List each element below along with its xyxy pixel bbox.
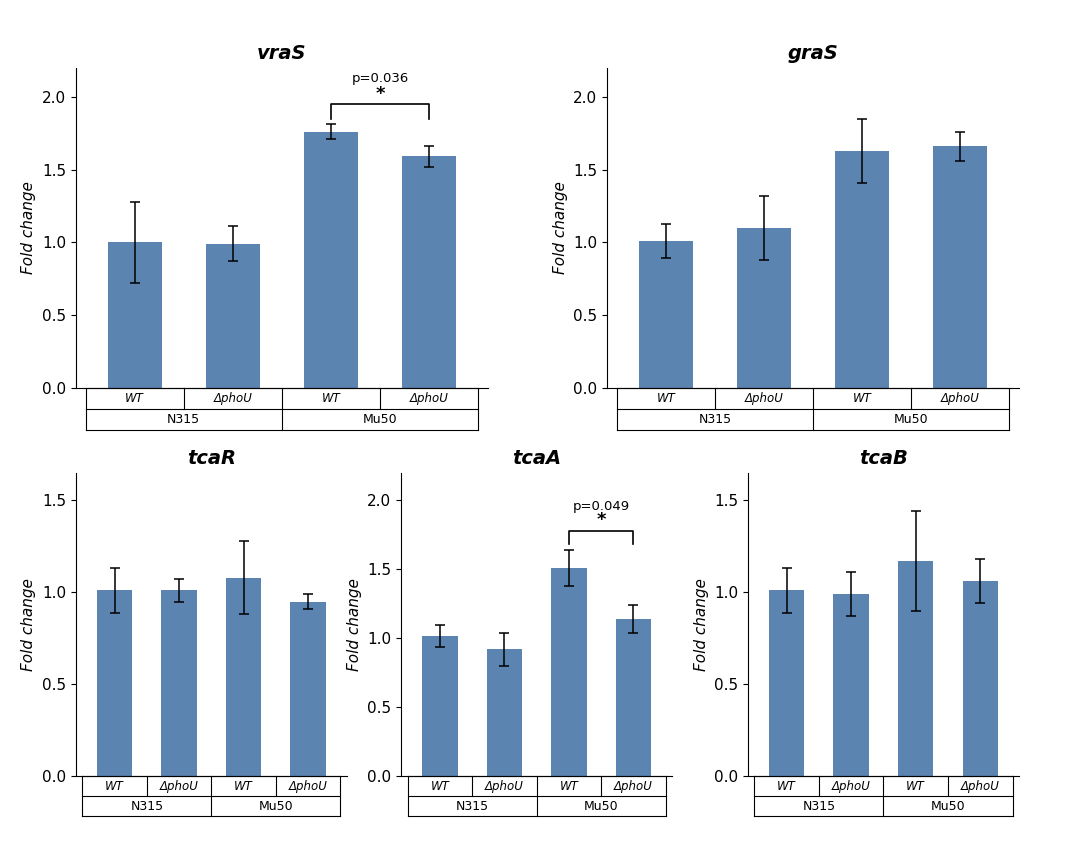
Text: WT: WT [105, 780, 124, 793]
Bar [551, 568, 586, 776]
Bar [291, 602, 326, 776]
Text: ΔphoU: ΔphoU [614, 780, 653, 793]
Title: tcaA: tcaA [512, 449, 562, 468]
Bar [225, 577, 261, 776]
Text: N315: N315 [455, 799, 489, 813]
Text: Mu50: Mu50 [931, 799, 965, 813]
Text: N315: N315 [167, 413, 201, 426]
Y-axis label: Fold change: Fold change [347, 578, 362, 671]
Bar [107, 242, 162, 388]
Bar [487, 649, 522, 776]
Text: ΔphoU: ΔphoU [214, 392, 253, 405]
Y-axis label: Fold change: Fold change [694, 578, 709, 671]
Title: graS: graS [788, 44, 838, 63]
Text: WT: WT [853, 392, 872, 405]
Text: WT: WT [906, 780, 925, 793]
Bar [304, 132, 358, 388]
Bar [162, 591, 197, 776]
Text: Mu50: Mu50 [363, 413, 397, 426]
Text: ΔphoU: ΔphoU [960, 780, 999, 793]
Text: Mu50: Mu50 [584, 799, 618, 813]
Bar [206, 244, 260, 388]
Text: N315: N315 [802, 799, 836, 813]
Text: WT: WT [126, 392, 144, 405]
Text: ΔphoU: ΔphoU [410, 392, 449, 405]
Text: N315: N315 [698, 413, 732, 426]
Bar [638, 241, 693, 388]
Text: Mu50: Mu50 [259, 799, 293, 813]
Bar [835, 150, 889, 388]
Bar [834, 594, 869, 776]
Bar [769, 591, 804, 776]
Bar [737, 228, 791, 388]
Text: WT: WT [559, 780, 578, 793]
Title: tcaR: tcaR [186, 449, 236, 468]
Bar [96, 591, 132, 776]
Text: p=0.049: p=0.049 [572, 500, 630, 512]
Text: ΔphoU: ΔphoU [159, 780, 198, 793]
Bar [422, 636, 457, 776]
Text: ΔphoU: ΔphoU [831, 780, 870, 793]
Text: ΔphoU: ΔphoU [745, 392, 784, 405]
Text: Mu50: Mu50 [894, 413, 928, 426]
Text: ΔphoU: ΔphoU [288, 780, 327, 793]
Bar [402, 156, 456, 388]
Text: N315: N315 [130, 799, 164, 813]
Text: WT: WT [777, 780, 796, 793]
Text: WT: WT [430, 780, 449, 793]
Y-axis label: Fold change: Fold change [553, 181, 568, 274]
Text: p=0.036: p=0.036 [351, 72, 409, 85]
Text: ΔphoU: ΔphoU [485, 780, 524, 793]
Text: WT: WT [234, 780, 253, 793]
Title: tcaB: tcaB [859, 449, 908, 468]
Bar [898, 561, 933, 776]
Bar [933, 146, 988, 388]
Text: WT: WT [322, 392, 340, 405]
Text: ΔphoU: ΔphoU [941, 392, 980, 405]
Y-axis label: Fold change: Fold change [22, 578, 37, 671]
Bar [616, 619, 651, 776]
Bar [963, 582, 998, 776]
Title: vraS: vraS [257, 44, 307, 63]
Text: *: * [596, 511, 606, 529]
Text: *: * [375, 84, 385, 102]
Y-axis label: Fold change: Fold change [22, 181, 37, 274]
Text: WT: WT [657, 392, 675, 405]
